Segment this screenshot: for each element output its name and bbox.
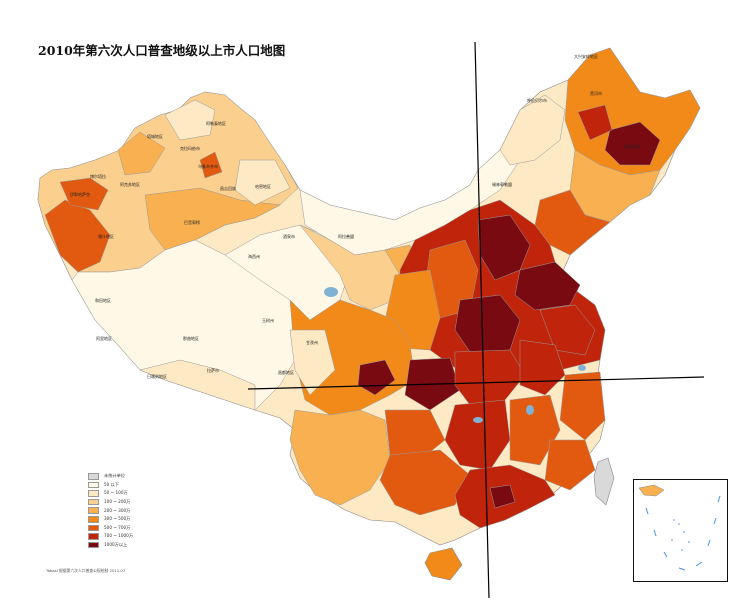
map-label: 阿里地区 — [96, 335, 112, 341]
legend-swatch — [88, 533, 99, 540]
region-yunnan — [289, 409, 391, 506]
map-label: 阿克苏地区 — [120, 181, 140, 187]
legend-item: 50 ~ 100万 — [88, 489, 133, 498]
region-guizhou — [384, 409, 446, 461]
map-label: 阿勒泰地区 — [206, 120, 226, 126]
legend-item: 未统计单位 — [88, 472, 133, 481]
map-label: 锡林郭勒盟 — [492, 181, 512, 187]
region-xinjiang-south — [144, 187, 281, 251]
legend-item: 100 ~ 200万 — [88, 498, 133, 507]
south-china-sea-inset — [633, 479, 728, 582]
lake-tai — [578, 365, 586, 371]
footnote: Tabasi 根据第六次人口普查公报绘制 2011.07 — [46, 568, 126, 573]
region-taiwan — [593, 457, 615, 506]
qinghai-lake — [324, 287, 338, 297]
region-harbin — [604, 121, 661, 166]
legend-item: 1000万以上 — [88, 541, 133, 550]
divider-line-vertical — [474, 41, 490, 599]
legend-item: 700 ~ 1000万 — [88, 532, 133, 541]
region-tibet — [71, 239, 301, 411]
region-guangzhou — [489, 484, 516, 509]
map-label: 甘孜州 — [306, 339, 318, 345]
map-label: 酒泉市 — [283, 233, 295, 239]
legend-label: 700 ~ 1000万 — [104, 533, 134, 539]
region-hami — [234, 159, 291, 206]
legend-item: 200 ~ 300万 — [88, 506, 133, 515]
legend-swatch — [88, 516, 99, 523]
map-label: 巴音郭楞 — [184, 219, 200, 225]
legend-swatch — [88, 541, 99, 549]
map-label: 伊犁哈萨克 — [70, 191, 90, 197]
map-label: 日喀则地区 — [147, 373, 167, 379]
map-label: 那曲地区 — [183, 335, 199, 341]
region-jiangsu — [539, 304, 596, 356]
map-label: 克拉玛依市 — [180, 145, 200, 151]
legend-label: 300 ~ 500万 — [104, 516, 131, 522]
region-tacheng — [117, 131, 166, 176]
legend-item: 500 ~ 700万 — [88, 524, 133, 533]
region-hulunbuir — [499, 94, 566, 166]
legend-item: 300 ~ 500万 — [88, 515, 133, 524]
map-label: 阿拉善盟 — [338, 233, 354, 239]
region-ganzi — [289, 329, 336, 396]
region-urumqi — [199, 151, 223, 179]
map-label: 呼伦贝尔市 — [527, 97, 547, 103]
legend-swatch — [88, 524, 99, 532]
map-label: 乌鲁木齐市 — [198, 163, 218, 169]
region-hainan — [424, 547, 463, 581]
legend-item: 50 以下 — [88, 481, 133, 490]
legend: 未统计单位 50 以下 50 ~ 100万 100 ~ 200万 200 ~ 3… — [88, 472, 133, 549]
legend-swatch — [88, 481, 99, 489]
region-tibet-south — [139, 359, 256, 411]
map-label: 喀什地区 — [98, 233, 114, 239]
map-label: 哈密地区 — [255, 183, 271, 189]
map-title: 2010年第六次人口普查地级以上市人口地图 — [38, 43, 286, 58]
legend-label: 未统计单位 — [104, 473, 125, 479]
divider-line-horizontal — [247, 376, 705, 390]
map-label: 拉萨市 — [207, 367, 219, 373]
legend-label: 100 ~ 200万 — [104, 499, 131, 505]
map-label: 昌吉回族 — [220, 185, 236, 191]
map-label: 黑河市 — [590, 90, 602, 96]
legend-label: 50 ~ 100万 — [104, 490, 128, 496]
region-yili — [59, 177, 109, 211]
map-label: 玉树州 — [262, 317, 274, 323]
region-fujian — [544, 439, 596, 491]
lake-poyang — [526, 405, 534, 415]
map-label: 塔城地区 — [147, 133, 163, 139]
region-zhejiang — [559, 371, 606, 441]
lake-dongting — [473, 417, 483, 423]
legend-swatch — [88, 507, 99, 514]
map-label: 大兴安岭地区 — [574, 53, 598, 59]
map-label: 哈尔滨市 — [624, 143, 640, 149]
map-label: 和田地区 — [95, 297, 111, 303]
legend-swatch — [88, 498, 99, 506]
region-qiqihar — [577, 104, 613, 141]
legend-label: 200 ~ 300万 — [104, 507, 131, 513]
region-shandong — [514, 261, 581, 311]
inset-coast — [638, 484, 665, 497]
legend-label: 50 以下 — [104, 481, 120, 487]
legend-label: 1000万以上 — [104, 542, 128, 548]
map-label: 博尔塔拉 — [90, 173, 106, 179]
region-guangxi — [379, 449, 471, 516]
region-altay — [164, 99, 216, 141]
inset-map — [638, 484, 721, 571]
map-label: 昌都地区 — [278, 369, 294, 375]
legend-swatch — [88, 473, 99, 480]
legend-label: 500 ~ 700万 — [104, 524, 131, 530]
legend-swatch — [88, 490, 99, 497]
map-label: 海西州 — [248, 253, 260, 259]
